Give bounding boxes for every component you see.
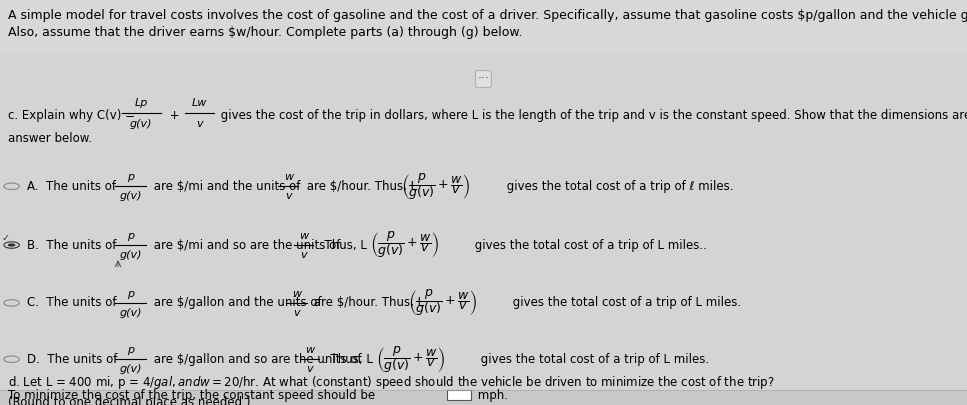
Circle shape xyxy=(8,243,15,247)
Text: $\left(\dfrac{p}{g(v)} + \dfrac{w}{v}\right)$: $\left(\dfrac{p}{g(v)} + \dfrac{w}{v}\ri… xyxy=(370,230,439,260)
FancyBboxPatch shape xyxy=(447,390,471,400)
Text: Lw: Lw xyxy=(191,98,207,108)
Text: answer below.: answer below. xyxy=(8,132,92,145)
Text: are $/gallon and so are the units of: are $/gallon and so are the units of xyxy=(150,353,366,366)
Text: C.  The units of: C. The units of xyxy=(27,296,120,309)
Text: are $/mi and the units of: are $/mi and the units of xyxy=(150,180,304,193)
Text: p: p xyxy=(127,289,134,298)
Text: are $/gallon and the units of: are $/gallon and the units of xyxy=(150,296,325,309)
Text: B.  The units of: B. The units of xyxy=(27,239,120,252)
Text: g(v): g(v) xyxy=(119,192,142,201)
Text: ✓: ✓ xyxy=(2,233,10,243)
Text: d. Let L = 400 mi, p = $4/gal, and w = $20/hr. At what (constant) speed should t: d. Let L = 400 mi, p = $4/gal, and w = $… xyxy=(8,374,775,391)
Text: w: w xyxy=(292,289,302,298)
Text: w: w xyxy=(283,172,293,182)
Text: v: v xyxy=(196,119,202,129)
Text: D.  The units of: D. The units of xyxy=(27,353,121,366)
Text: are $/mi and so are the units of: are $/mi and so are the units of xyxy=(150,239,344,252)
Text: are $/hour. Thus, L: are $/hour. Thus, L xyxy=(303,180,417,193)
Text: $\left(\dfrac{p}{g(v)} + \dfrac{w}{v}\right)$: $\left(\dfrac{p}{g(v)} + \dfrac{w}{v}\ri… xyxy=(401,171,470,202)
Text: +: + xyxy=(166,109,184,122)
Text: g(v): g(v) xyxy=(130,119,153,129)
Text: w: w xyxy=(299,231,308,241)
Text: p: p xyxy=(127,172,134,182)
Text: v: v xyxy=(301,250,307,260)
Text: g(v): g(v) xyxy=(119,250,142,260)
Text: gives the cost of the trip in dollars, where L is the length of the trip and v i: gives the cost of the trip in dollars, w… xyxy=(217,109,967,122)
Text: gives the total cost of a trip of L miles.: gives the total cost of a trip of L mile… xyxy=(509,296,741,309)
Text: mph.: mph. xyxy=(474,389,508,402)
Text: p: p xyxy=(127,231,134,241)
Text: g(v): g(v) xyxy=(119,364,142,374)
Text: v: v xyxy=(307,364,312,374)
Text: p: p xyxy=(127,345,134,355)
Text: $\left(\dfrac{p}{g(v)} + \dfrac{w}{v}\right)$: $\left(\dfrac{p}{g(v)} + \dfrac{w}{v}\ri… xyxy=(376,344,445,375)
Text: v: v xyxy=(285,192,291,201)
Text: A simple model for travel costs involves the cost of gasoline and the cost of a : A simple model for travel costs involves… xyxy=(8,9,967,22)
Text: Lp: Lp xyxy=(134,98,148,108)
Text: gives the total cost of a trip of ℓ miles.: gives the total cost of a trip of ℓ mile… xyxy=(503,180,733,193)
Text: g(v): g(v) xyxy=(119,308,142,318)
Text: gives the total cost of a trip of L miles..: gives the total cost of a trip of L mile… xyxy=(471,239,707,252)
FancyBboxPatch shape xyxy=(0,390,967,405)
Text: c. Explain why C(v) =: c. Explain why C(v) = xyxy=(8,109,138,122)
Text: v: v xyxy=(294,308,300,318)
Text: Also, assume that the driver earns $w/hour. Complete parts (a) through (g) below: Also, assume that the driver earns $w/ho… xyxy=(8,26,522,39)
Text: are $/hour. Thus, L: are $/hour. Thus, L xyxy=(310,296,425,309)
Text: ···: ··· xyxy=(478,72,489,85)
Text: A.  The units of: A. The units of xyxy=(27,180,120,193)
Text: $\left(\dfrac{p}{g(v)} + \dfrac{w}{v}\right)$: $\left(\dfrac{p}{g(v)} + \dfrac{w}{v}\ri… xyxy=(408,288,477,318)
FancyBboxPatch shape xyxy=(0,0,967,53)
Text: w: w xyxy=(305,345,314,355)
Text: (Round to one decimal place as needed.): (Round to one decimal place as needed.) xyxy=(8,396,250,405)
Text: . Thus, L: . Thus, L xyxy=(317,239,367,252)
Text: gives the total cost of a trip of L miles.: gives the total cost of a trip of L mile… xyxy=(477,353,709,366)
Text: . Thus, L: . Thus, L xyxy=(323,353,373,366)
Text: To minimize the cost of the trip, the constant speed should be: To minimize the cost of the trip, the co… xyxy=(8,389,379,402)
